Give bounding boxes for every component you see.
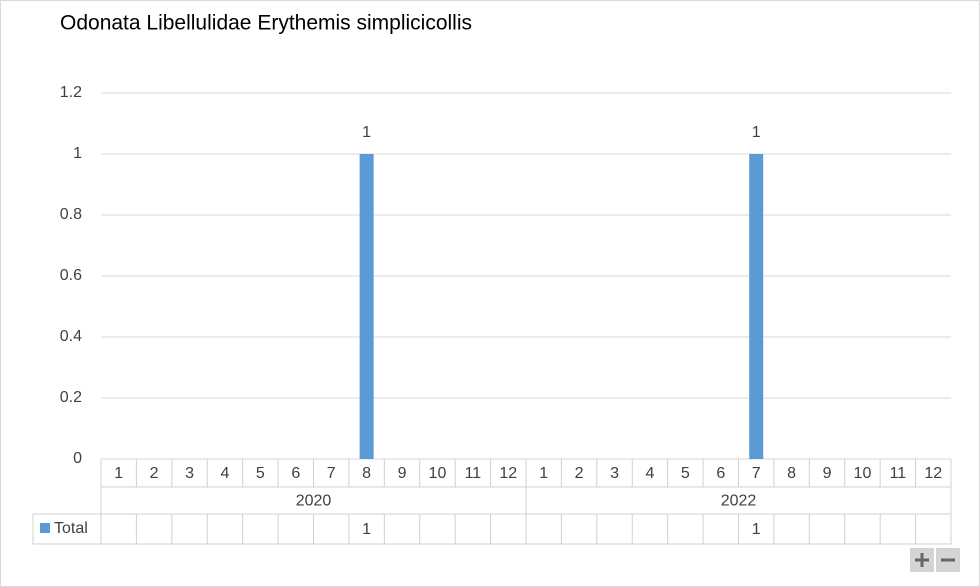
x-tick-label: 11 (465, 465, 482, 482)
x-tick-label: 9 (398, 465, 407, 482)
x-tick-label: 12 (924, 465, 942, 482)
table-value: 1 (752, 521, 761, 538)
x-tick-label: 12 (499, 465, 517, 482)
bar (749, 154, 764, 459)
y-tick-label: 1.2 (60, 84, 82, 101)
group-label: 2020 (296, 493, 332, 510)
x-tick-label: 9 (823, 465, 832, 482)
x-tick-label: 7 (327, 465, 336, 482)
x-tick-label: 8 (787, 465, 796, 482)
data-label: 1 (752, 124, 761, 141)
y-tick-label: 0.6 (60, 267, 82, 284)
table-value: 1 (362, 521, 371, 538)
x-tick-label: 11 (890, 465, 907, 482)
chart-title: Odonata Libellulidae Erythemis simplicic… (60, 12, 472, 35)
x-tick-label: 5 (681, 465, 690, 482)
y-tick-label: 0 (73, 450, 82, 467)
y-tick-label: 0.2 (60, 389, 82, 406)
x-tick-label: 4 (221, 465, 230, 482)
plus-icon (915, 553, 929, 567)
data-label: 1 (362, 124, 371, 141)
x-tick-label: 3 (610, 465, 619, 482)
x-tick-label: 10 (854, 465, 872, 482)
x-tick-label: 2 (150, 465, 159, 482)
y-tick-label: 0.8 (60, 206, 82, 223)
y-tick-label: 0.4 (60, 328, 82, 345)
x-tick-label: 1 (539, 465, 548, 482)
zoom-buttons (910, 548, 960, 572)
legend-label: Total (54, 520, 88, 537)
legend-key (40, 523, 50, 533)
x-tick-label: 2 (575, 465, 584, 482)
y-tick-label: 1 (73, 145, 82, 162)
x-tick-label: 5 (256, 465, 265, 482)
x-tick-label: 3 (185, 465, 194, 482)
group-label: 2022 (721, 493, 757, 510)
x-tick-label: 10 (429, 465, 447, 482)
x-tick-label: 7 (752, 465, 761, 482)
x-tick-label: 6 (716, 465, 725, 482)
x-tick-label: 6 (291, 465, 300, 482)
x-tick-label: 1 (114, 465, 123, 482)
x-tick-label: 4 (646, 465, 655, 482)
bar (359, 154, 374, 459)
x-tick-label: 8 (362, 465, 371, 482)
